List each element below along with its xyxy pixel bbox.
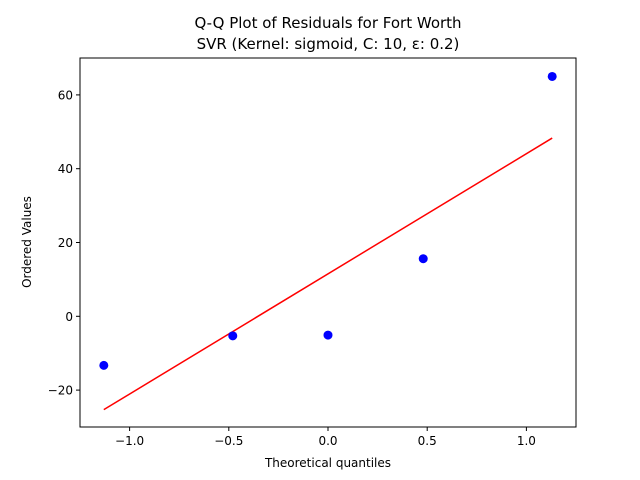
ticks-layer: −1.0 −0.5 0.0 0.5 1.0 −20 0 20 40 60	[48, 88, 536, 448]
data-point	[418, 254, 428, 264]
data-point	[547, 71, 557, 81]
series-layer	[99, 71, 557, 411]
chart-title: Q-Q Plot of Residuals for Fort Worth	[194, 14, 461, 32]
x-tick-label: −0.5	[214, 434, 243, 448]
x-axis-label: Theoretical quantiles	[264, 456, 391, 470]
data-point	[228, 331, 238, 341]
y-axis-label: Ordered Values	[20, 196, 34, 288]
x-tick-label: 1.0	[517, 434, 536, 448]
y-tick-label: 0	[65, 310, 73, 324]
fit-line	[103, 137, 553, 411]
x-tick-label: −1.0	[115, 434, 144, 448]
y-tick-label: 60	[58, 88, 73, 102]
x-tick-label: 0.0	[318, 434, 337, 448]
chart-subtitle: SVR (Kernel: sigmoid, C: 10, ε: 0.2)	[197, 35, 460, 53]
data-point	[99, 360, 109, 370]
y-tick-label: −20	[48, 384, 73, 398]
y-tick-label: 20	[58, 236, 73, 250]
data-point	[323, 330, 333, 340]
plot-area-frame	[79, 57, 577, 428]
y-tick-label: 40	[58, 162, 73, 176]
x-tick-label: 0.5	[418, 434, 437, 448]
